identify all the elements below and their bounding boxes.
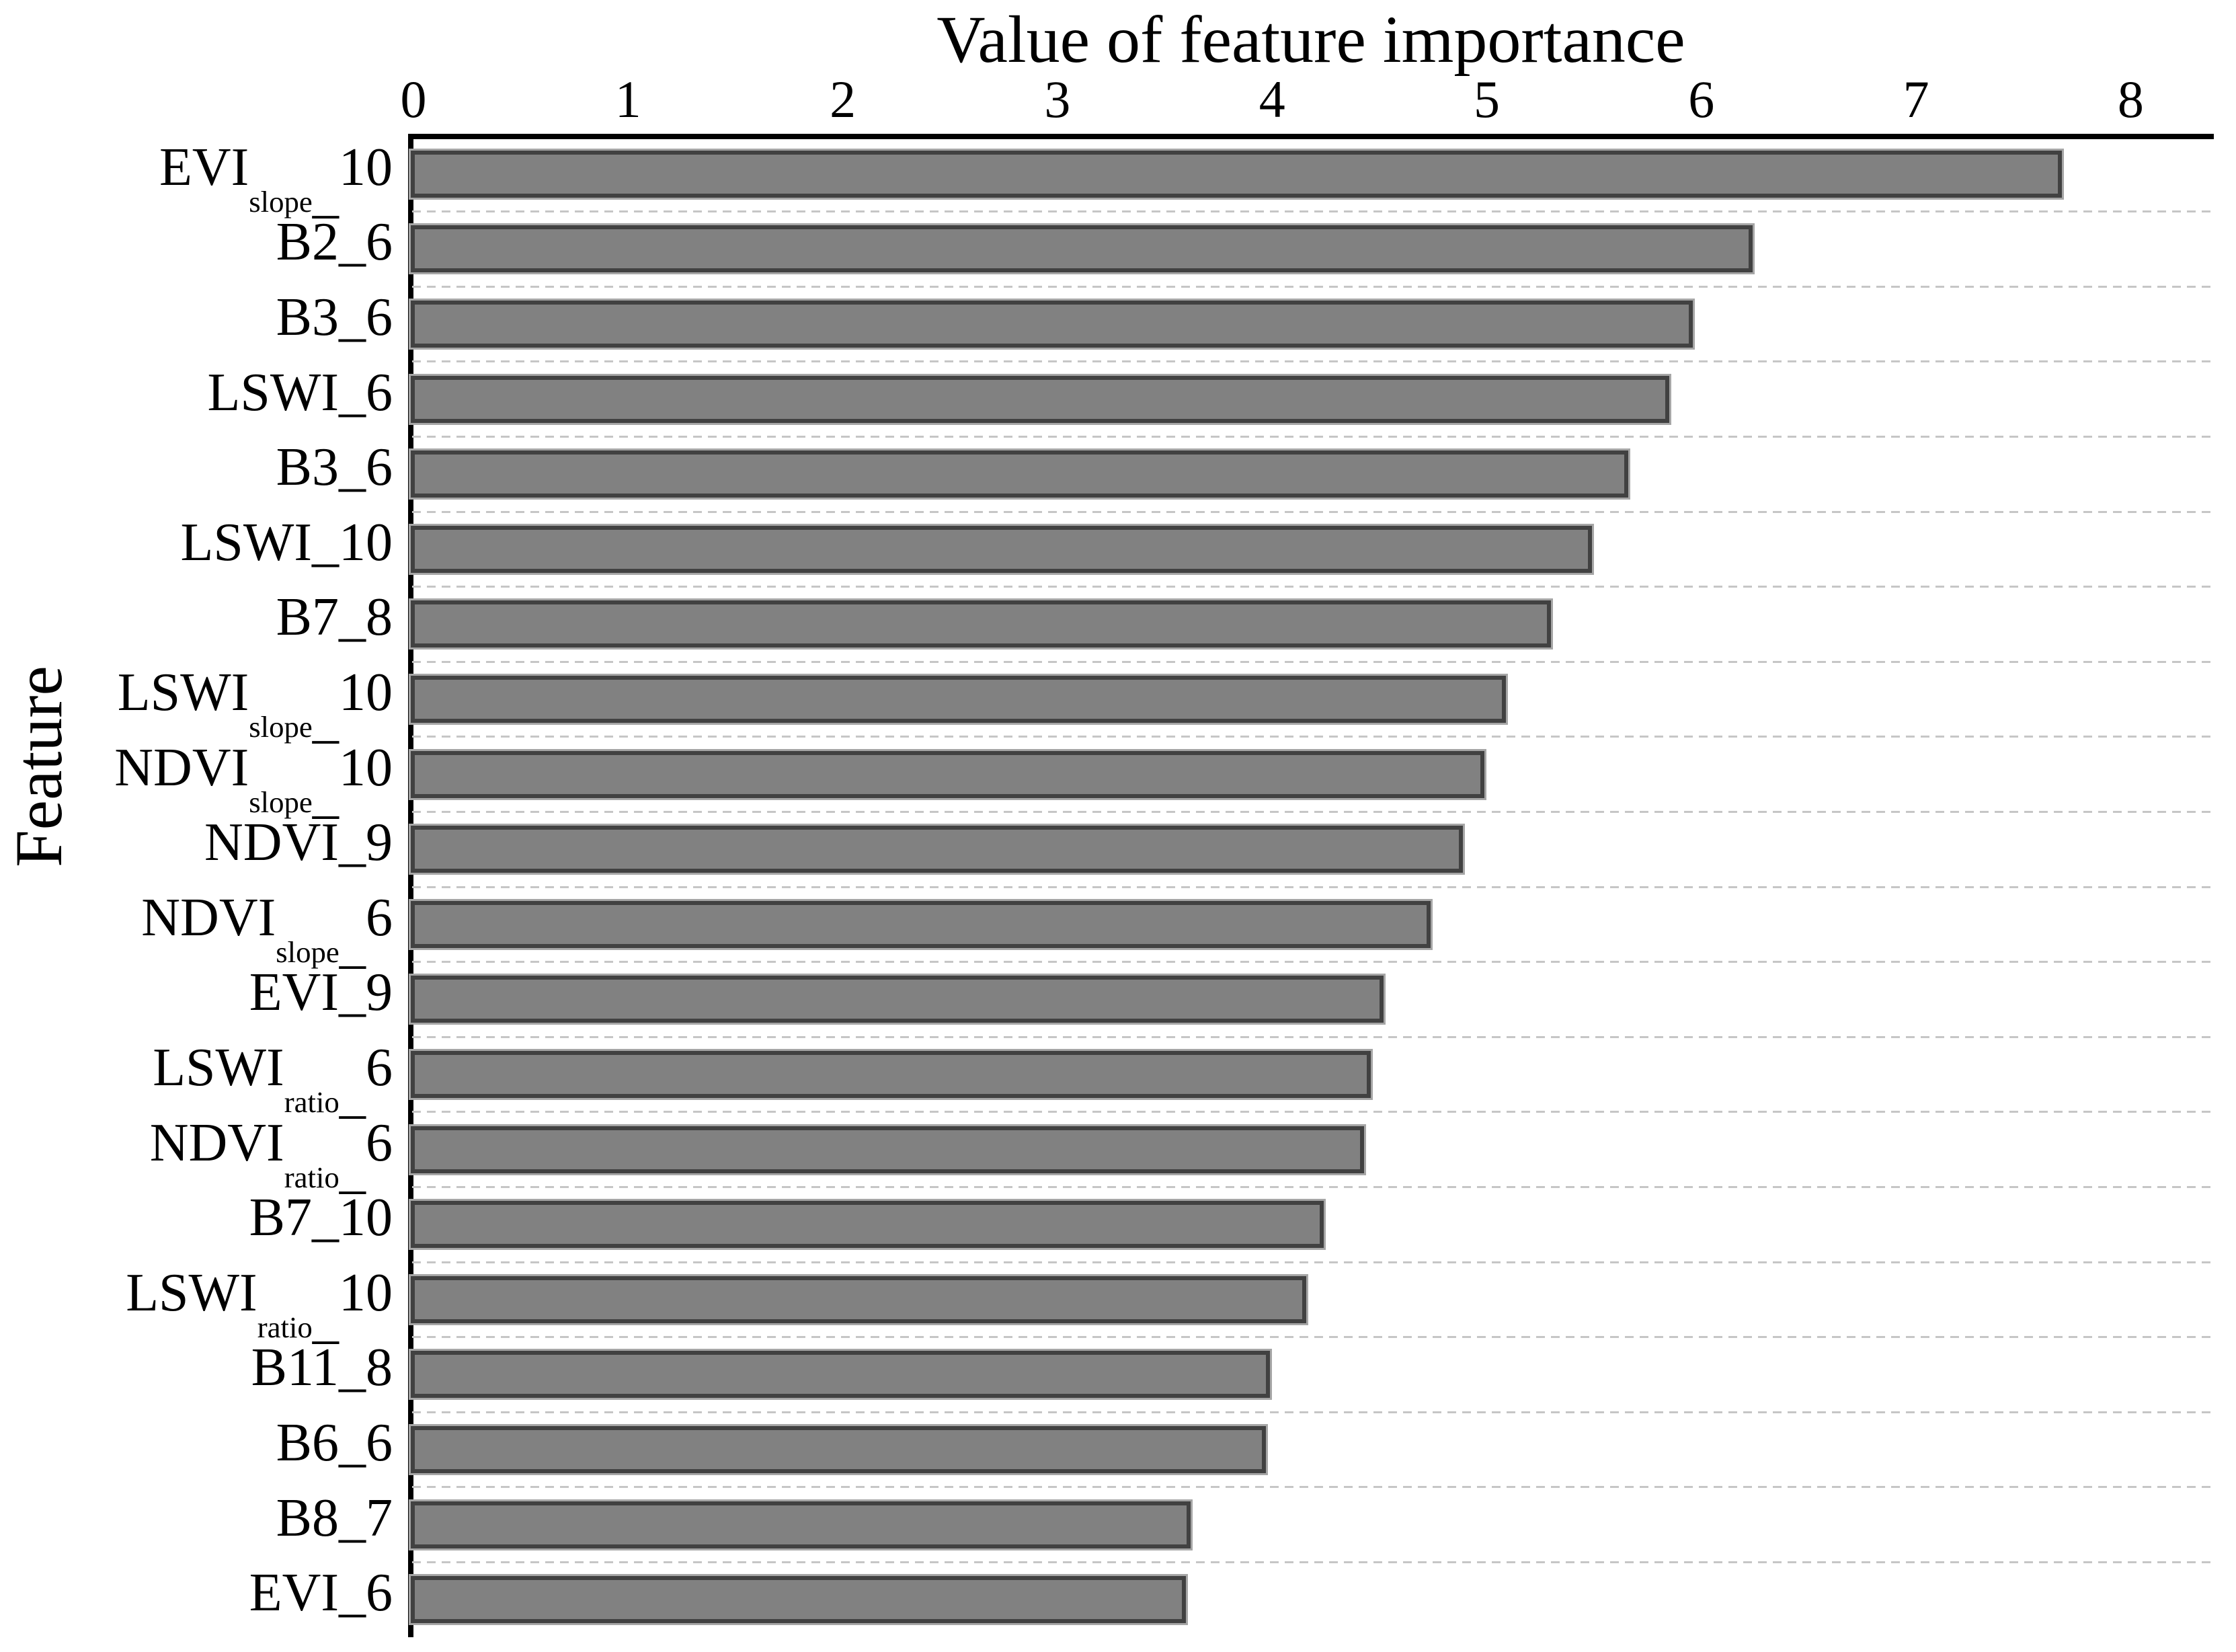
x-tick-label: 8 [2117, 70, 2144, 128]
y-tick-label: B8_7 [276, 1488, 393, 1548]
y-tick-label: B6_6 [276, 1413, 393, 1472]
x-tick-label: 5 [1474, 70, 1500, 128]
gridline [412, 1035, 2214, 1038]
x-tick-label: 2 [830, 70, 856, 128]
y-tick-label: NDVIratio_6 [149, 1113, 393, 1199]
bar [408, 1124, 1367, 1175]
y-tick-label: B11_8 [251, 1338, 393, 1398]
y-tick-label: LSWI_10 [180, 512, 393, 572]
y-tick-label: LSWIratio_6 [153, 1038, 393, 1124]
x-axis-title: Value of feature importance [936, 2, 1685, 77]
x-axis-line [408, 134, 2214, 139]
gridline [412, 1336, 2214, 1339]
gridline [412, 1486, 2214, 1489]
bar [408, 1574, 1189, 1626]
bar [408, 748, 1487, 800]
y-tick-label: B7_10 [249, 1188, 393, 1248]
bar [408, 974, 1386, 1025]
gridline [412, 210, 2214, 213]
gridline [412, 1185, 2214, 1188]
y-tick-label: B3_6 [276, 288, 393, 347]
gridline [412, 1261, 2214, 1263]
bar [408, 448, 1631, 500]
y-tick-label: LSWIratio_10 [126, 1263, 393, 1349]
y-tick-label: LSWI_6 [207, 362, 393, 422]
bar [409, 1499, 1193, 1550]
y-axis-line [408, 134, 413, 1637]
bar [408, 598, 1554, 650]
bar [408, 223, 1755, 275]
gridline [412, 1111, 2214, 1113]
x-tick-label: 3 [1044, 70, 1071, 128]
bar [408, 674, 1509, 725]
bar [409, 1349, 1272, 1401]
bar [408, 1273, 1309, 1325]
gridline [412, 961, 2214, 963]
y-tick-label: B3_6 [276, 438, 393, 498]
gridline [412, 285, 2214, 288]
gridline [412, 1561, 2214, 1563]
bar [409, 373, 1671, 425]
gridline [412, 586, 2214, 588]
x-tick-label: 0 [400, 70, 427, 128]
bar [408, 824, 1466, 875]
gridline [412, 660, 2214, 663]
y-axis-title: Feature [1, 666, 76, 867]
y-tick-label: NDVI_9 [204, 813, 393, 873]
bar [409, 523, 1594, 575]
gridline [412, 510, 2214, 513]
gridline [412, 886, 2214, 888]
x-tick-label: 6 [1688, 70, 1715, 128]
bar [408, 299, 1695, 350]
gridline [412, 736, 2214, 738]
gridline [412, 360, 2214, 363]
x-tick-label: 4 [1259, 70, 1285, 128]
y-tick-label: NDVIslope_6 [141, 888, 393, 974]
bar [408, 898, 1433, 950]
y-tick-label: B7_8 [276, 588, 393, 647]
x-tick-label: 7 [1903, 70, 1929, 128]
y-tick-label: EVI_9 [249, 963, 393, 1023]
y-tick-label: B2_6 [276, 212, 393, 272]
x-tick-label: 1 [614, 70, 641, 128]
bar [409, 1199, 1326, 1251]
bar [409, 1424, 1268, 1475]
gridline [412, 1411, 2214, 1413]
y-tick-label: EVIslope_10 [159, 137, 393, 224]
y-tick-label: NDVIslope_10 [114, 738, 393, 824]
bar [408, 1049, 1373, 1100]
gridline [412, 435, 2214, 438]
y-tick-label: LSWIslope_10 [117, 663, 393, 749]
y-tick-label: EVI_6 [249, 1563, 393, 1623]
bar [408, 148, 2065, 200]
gridline [412, 810, 2214, 813]
